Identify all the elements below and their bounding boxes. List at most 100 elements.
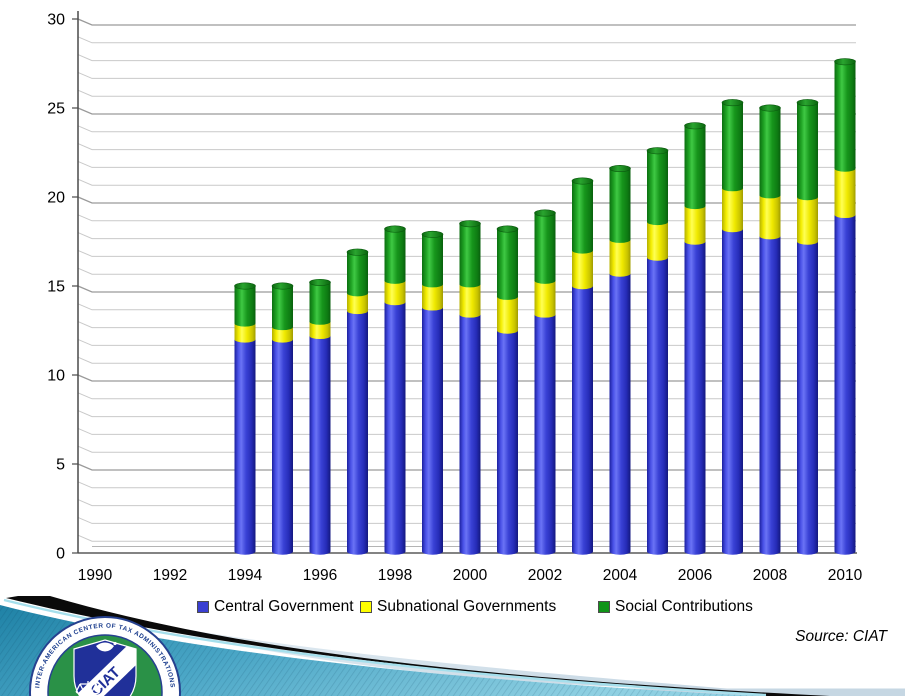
segment-social-contributions bbox=[459, 223, 481, 285]
segment-social-contributions bbox=[309, 282, 331, 322]
segment-central-government bbox=[459, 314, 481, 552]
segment-central-government bbox=[759, 236, 781, 552]
legend-label-central-government: Central Government bbox=[214, 598, 354, 615]
segment-subnational-governments bbox=[797, 197, 818, 242]
segment-subnational-governments bbox=[834, 168, 856, 215]
segment-subnational-governments bbox=[272, 326, 293, 340]
bar-2006 bbox=[684, 122, 706, 555]
segment-subnational-governments bbox=[497, 296, 518, 331]
segment-subnational-governments bbox=[684, 205, 706, 242]
x-tick-label: 1992 bbox=[153, 567, 187, 584]
legend-item-central-government: Central Government bbox=[197, 598, 354, 616]
segment-central-government bbox=[722, 229, 743, 552]
bar-2002 bbox=[534, 209, 556, 555]
segment-social-contributions bbox=[759, 108, 781, 196]
bar-2008 bbox=[759, 104, 781, 555]
segment-social-contributions bbox=[609, 168, 631, 240]
y-tick-label: 5 bbox=[56, 457, 65, 474]
bar-2004 bbox=[609, 165, 631, 555]
segment-social-contributions bbox=[272, 286, 293, 327]
bar-1999 bbox=[421, 230, 444, 555]
segment-subnational-governments bbox=[572, 250, 593, 286]
segment-subnational-governments bbox=[347, 293, 368, 311]
y-tick-label: 0 bbox=[56, 546, 65, 563]
gridlines bbox=[77, 18, 857, 554]
x-tick-label: 2000 bbox=[453, 567, 488, 584]
y-axis: 0 5 10 15 20 25 30 bbox=[47, 11, 79, 563]
segment-central-government bbox=[572, 286, 593, 552]
legend-swatch-social-contributions-icon bbox=[598, 601, 610, 613]
segment-social-contributions bbox=[797, 102, 818, 197]
bar-2010 bbox=[834, 58, 856, 555]
y-tick-label: 20 bbox=[47, 190, 65, 207]
bar-1994 bbox=[234, 282, 256, 555]
segment-subnational-governments bbox=[609, 239, 631, 274]
segment-subnational-governments bbox=[722, 188, 743, 230]
legend-swatch-central-government-icon bbox=[197, 601, 209, 613]
y-tick-label: 25 bbox=[47, 101, 65, 118]
bar-2003 bbox=[571, 177, 594, 555]
segment-central-government bbox=[834, 214, 856, 552]
bar-1995 bbox=[271, 282, 294, 555]
segment-social-contributions bbox=[834, 61, 856, 169]
segment-central-government bbox=[309, 335, 331, 552]
x-tick-label: 2004 bbox=[603, 567, 638, 584]
segment-subnational-governments bbox=[422, 284, 443, 308]
y-tick-label: 30 bbox=[47, 12, 65, 29]
y-tick-label: 10 bbox=[47, 368, 65, 385]
bar-2005 bbox=[646, 147, 669, 555]
legend-item-subnational-governments: Subnational Governments bbox=[360, 598, 556, 616]
x-tick-label: 2010 bbox=[828, 567, 863, 584]
segment-central-government bbox=[384, 302, 406, 552]
segment-social-contributions bbox=[722, 102, 743, 189]
y-tick-label: 15 bbox=[47, 279, 65, 296]
bar-2007 bbox=[721, 99, 744, 555]
segment-social-contributions bbox=[347, 252, 368, 294]
segment-subnational-governments bbox=[234, 323, 256, 340]
segment-social-contributions bbox=[647, 150, 668, 222]
segment-subnational-governments bbox=[309, 321, 331, 336]
segment-central-government bbox=[797, 241, 818, 552]
segment-subnational-governments bbox=[534, 280, 556, 315]
segment-subnational-governments bbox=[459, 284, 481, 315]
x-tick-label: 2006 bbox=[678, 567, 712, 584]
segment-central-government bbox=[422, 307, 443, 552]
segment-central-government bbox=[534, 314, 556, 552]
segment-social-contributions bbox=[234, 286, 256, 324]
segment-central-government bbox=[347, 310, 368, 552]
legend-swatch-subnational-governments-icon bbox=[360, 601, 372, 613]
bar-1997 bbox=[346, 248, 369, 555]
segment-social-contributions bbox=[572, 180, 593, 251]
bar-2000 bbox=[459, 220, 481, 555]
legend-item-social-contributions: Social Contributions bbox=[598, 598, 753, 616]
x-axis: 1990 1992 1994 1996 1998 2000 2002 2004 2006 2008… bbox=[78, 567, 863, 584]
x-tick-label: 2002 bbox=[528, 567, 562, 584]
x-tick-label: 1996 bbox=[303, 567, 337, 584]
segment-subnational-governments bbox=[647, 221, 668, 258]
segment-central-government bbox=[497, 330, 518, 552]
segment-social-contributions bbox=[534, 213, 556, 281]
source-note: Source: CIAT bbox=[795, 628, 887, 645]
legend-label-subnational-governments: Subnational Governments bbox=[377, 598, 557, 615]
segment-social-contributions bbox=[422, 234, 443, 285]
segment-central-government bbox=[647, 257, 668, 552]
segment-subnational-governments bbox=[384, 280, 406, 303]
x-tick-label: 1994 bbox=[228, 567, 263, 584]
segment-social-contributions bbox=[497, 229, 518, 297]
bars bbox=[234, 58, 856, 555]
segment-social-contributions bbox=[384, 229, 406, 281]
segment-central-government bbox=[272, 339, 293, 552]
segment-social-contributions bbox=[684, 125, 706, 206]
segment-subnational-governments bbox=[759, 195, 781, 237]
x-tick-label: 2008 bbox=[753, 567, 787, 584]
legend-label-social-contributions: Social Contributions bbox=[615, 598, 753, 615]
bar-1998 bbox=[384, 225, 406, 555]
bar-2009 bbox=[796, 99, 819, 555]
segment-central-government bbox=[609, 273, 631, 552]
segment-central-government bbox=[234, 339, 256, 552]
bar-1996 bbox=[309, 278, 331, 555]
x-tick-label: 1990 bbox=[78, 567, 113, 584]
x-tick-label: 1998 bbox=[378, 567, 412, 584]
